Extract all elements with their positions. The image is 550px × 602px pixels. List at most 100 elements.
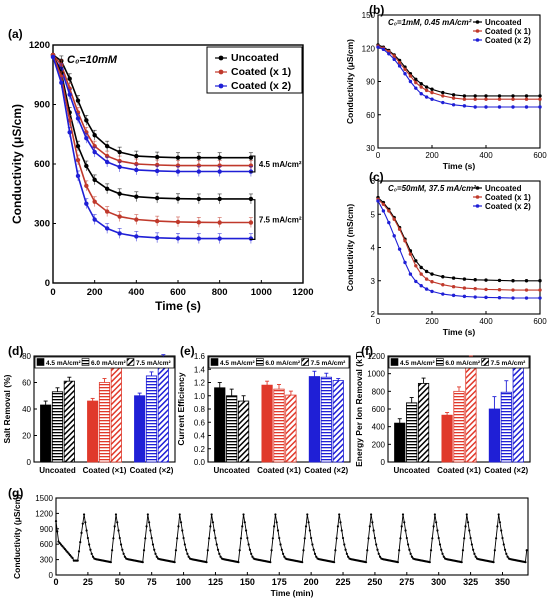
y-tick-label-e: 1.6 (194, 352, 206, 361)
data-point (241, 525, 244, 528)
bar (394, 422, 406, 463)
data-point (403, 67, 407, 72)
data-point (502, 543, 505, 546)
bar (226, 395, 238, 463)
data-point (302, 549, 305, 552)
data-point (484, 295, 488, 300)
y-tick-label-c: 2 (371, 310, 376, 319)
data-point (146, 513, 149, 516)
panel-label-g: (g) (8, 486, 23, 500)
bar (273, 388, 285, 463)
data-point (430, 90, 434, 95)
bar (308, 376, 321, 463)
bar (417, 382, 430, 463)
data-point (154, 154, 160, 160)
data-point (430, 289, 434, 294)
y-axis-title-e: Current Efficiency (176, 372, 186, 445)
bar (214, 387, 226, 463)
data-point (281, 552, 285, 555)
data-point (154, 168, 160, 174)
data-point (497, 94, 502, 98)
data-point (538, 105, 542, 109)
data-point (84, 163, 89, 169)
data-point (278, 536, 281, 540)
x-tick-label-g: 350 (495, 577, 510, 587)
data-point (503, 548, 507, 551)
data-point (461, 549, 465, 552)
category-label-f: Coated (×1) (437, 466, 481, 475)
data-point (525, 549, 528, 552)
data-point (104, 186, 110, 191)
legend-entry-a: Coated (x 2) (231, 80, 291, 92)
data-point (400, 525, 403, 528)
data-point (397, 60, 402, 65)
bar (63, 380, 75, 463)
data-point (274, 513, 277, 516)
panel-a: (a) 0 300 600 900 1200 0 200 400 600 800 1000 1200 Ti… (8, 27, 314, 313)
data-point (104, 143, 110, 149)
data-point (196, 236, 202, 241)
data-point (67, 76, 72, 81)
data-point (248, 196, 254, 202)
data-point (451, 103, 456, 107)
data-point (248, 236, 254, 241)
legend-entry-f: 6.0 mA/cm² (445, 360, 481, 367)
data-point (273, 525, 276, 528)
x-axis-title-g: Time (min) (271, 588, 314, 598)
x-tick-label-a: 0 (50, 287, 55, 298)
data-point (211, 521, 215, 524)
data-point (414, 259, 418, 263)
data-point (247, 543, 250, 546)
data-point (473, 552, 476, 555)
data-point (217, 155, 222, 160)
data-point (186, 552, 189, 555)
bar (332, 380, 344, 463)
data-point (436, 529, 439, 532)
data-point (381, 209, 386, 213)
data-point (246, 536, 249, 540)
legend-swatch-marker (218, 55, 224, 61)
data-point (270, 549, 273, 552)
legend-entry-e: 4.5 mA/cm² (220, 360, 256, 367)
data-point (332, 561, 336, 564)
data-point (251, 555, 254, 558)
data-point (144, 537, 147, 540)
y-axis-title-d: Salt Removal (%) (2, 374, 12, 443)
data-point (397, 247, 402, 251)
data-point (117, 191, 122, 196)
y-tick-label-a: 1200 (29, 40, 50, 51)
data-point (60, 543, 63, 546)
bar (145, 375, 158, 463)
data-point (182, 536, 185, 540)
data-point (310, 536, 313, 540)
legend-swatch (436, 358, 444, 366)
x-tick-label-a: 1200 (292, 287, 313, 298)
data-point (84, 183, 89, 189)
data-point (441, 283, 445, 287)
legend-entry-e: 6.0 mA/cm² (265, 360, 301, 367)
data-point (84, 201, 89, 206)
data-point (414, 264, 418, 268)
bar (98, 382, 111, 463)
x-tick-label-g: 250 (367, 577, 382, 587)
data-point (473, 105, 477, 109)
y-tick-label-b: 150 (362, 11, 376, 20)
data-point (217, 236, 222, 241)
data-point (196, 169, 202, 174)
data-point (269, 561, 272, 564)
data-point (495, 537, 498, 540)
panel-label-a: (a) (8, 27, 23, 41)
data-point (207, 537, 211, 540)
data-point (175, 196, 181, 201)
data-point (497, 105, 502, 109)
data-point (451, 285, 456, 289)
annotation-a: C₀=10mM (67, 54, 118, 66)
data-point (154, 218, 160, 224)
data-point (524, 296, 529, 300)
data-point (279, 543, 282, 546)
data-point (441, 552, 444, 555)
data-point (148, 521, 151, 524)
data-point (472, 548, 475, 551)
legend-swatch-marker (475, 20, 480, 24)
data-point (403, 239, 407, 243)
